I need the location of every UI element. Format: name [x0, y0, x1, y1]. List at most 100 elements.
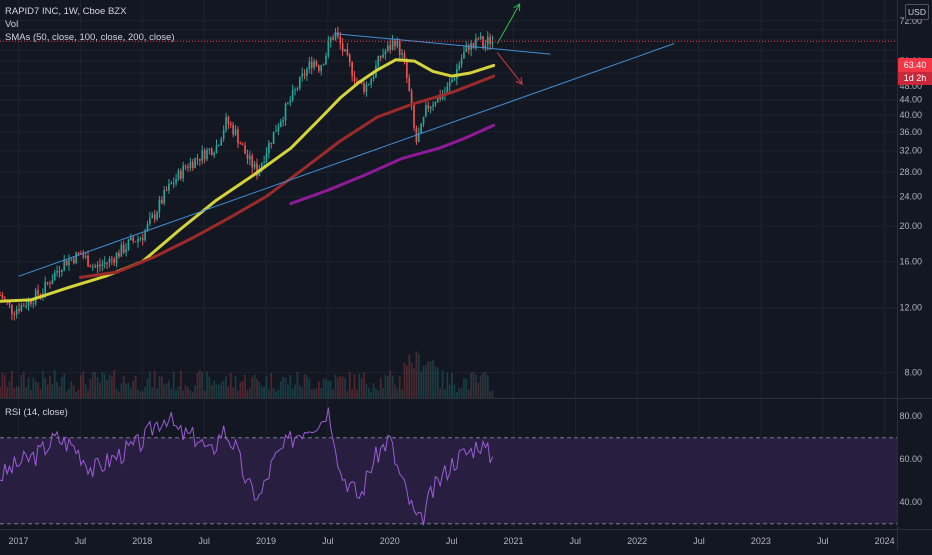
- volume-bar-20: [46, 384, 49, 398]
- time-tick-label: Jul: [570, 536, 582, 546]
- candle-body-132: [313, 61, 315, 68]
- volume-bar-173: [410, 362, 413, 398]
- volume-bar-90: [213, 380, 215, 398]
- volume-bar-80: [189, 389, 192, 398]
- volume-bar-121: [287, 384, 289, 398]
- price-tick-label: 16.00: [899, 257, 922, 267]
- candle-body-180: [427, 105, 430, 109]
- candle-body-70: [165, 189, 168, 191]
- price-tick-label: 12.00: [899, 303, 922, 313]
- arrow-down[interactable]: [496, 52, 523, 85]
- candle-body-126: [298, 76, 301, 89]
- rsi-pane[interactable]: 40.00 60.00 80.00: [0, 407, 922, 526]
- volume-bar-92: [218, 384, 220, 398]
- candle-body-199: [472, 42, 475, 49]
- volume-bar-195: [463, 378, 465, 398]
- volume-bar-86: [203, 390, 206, 398]
- volume-bar-49: [115, 388, 118, 398]
- volume-bar-100: [237, 390, 239, 398]
- volume-bar-38: [89, 378, 92, 398]
- candle-body-4: [8, 301, 11, 305]
- candle-body-28: [65, 260, 68, 266]
- currency-button[interactable]: USD: [905, 4, 929, 20]
- candle-body-140: [332, 37, 334, 40]
- candle-body-181: [429, 106, 432, 109]
- volume-bar-203: [482, 372, 484, 398]
- volume-bar-202: [479, 375, 482, 398]
- candle-body-89: [210, 148, 213, 155]
- rsi-legend[interactable]: RSI (14, close): [5, 407, 68, 418]
- candle-body-163: [386, 45, 389, 52]
- arrow-up[interactable]: [496, 3, 521, 44]
- time-tick-label: 2022: [627, 536, 647, 546]
- candle-body-31: [72, 258, 75, 264]
- candle-body-124: [294, 89, 296, 91]
- candle-body-189: [448, 82, 451, 87]
- trendline-1[interactable]: [334, 33, 551, 55]
- volume-bar-4: [8, 381, 11, 398]
- rsi-tick-label: 60.00: [899, 454, 922, 464]
- candle-body-150: [356, 81, 358, 83]
- candle-body-174: [413, 104, 415, 128]
- volume-legend[interactable]: Vol: [5, 19, 19, 30]
- candle-body-38: [89, 266, 92, 268]
- candle-body-179: [425, 105, 427, 117]
- trendline-2[interactable]: [18, 43, 675, 277]
- volume-bar-206: [489, 391, 491, 398]
- volume-bar-172: [408, 354, 411, 398]
- candle-body-80: [189, 161, 192, 169]
- candle-body-24: [56, 270, 58, 273]
- price-tick-label: 20.00: [899, 221, 922, 231]
- symbol-title[interactable]: RAPID7 INC, 1W, Cboe BZX: [5, 6, 127, 17]
- candle-body-117: [277, 126, 280, 132]
- candle-body-134: [317, 65, 320, 72]
- volume-bar-55: [130, 388, 132, 398]
- volume-bar-148: [351, 389, 353, 398]
- candle-body-49: [115, 252, 118, 263]
- candle-body-97: [229, 124, 232, 126]
- price-tick-label: 40.00: [899, 110, 922, 120]
- candle-body-64: [151, 214, 154, 218]
- candle-body-71: [168, 183, 170, 191]
- candle-body-72: [170, 183, 173, 185]
- volume-bar-140: [332, 389, 334, 398]
- candle-body-110: [260, 162, 263, 170]
- volume-bar-204: [484, 371, 487, 398]
- volume-bar-9: [20, 374, 23, 398]
- volume-bar-48: [113, 370, 116, 398]
- volume-bar-135: [320, 388, 323, 398]
- volume-bar-149: [353, 374, 356, 398]
- candle-body-65: [153, 214, 156, 220]
- candle-body-53: [125, 248, 127, 253]
- candle-body-101: [239, 143, 242, 145]
- candle-body-147: [348, 54, 351, 63]
- volume-bar-56: [132, 380, 135, 398]
- candle-body-169: [401, 53, 403, 55]
- candle-body-18: [41, 293, 44, 296]
- sma-legend[interactable]: SMAs (50, close, 100, close, 200, close): [5, 32, 175, 43]
- rsi-tick-label: 80.00: [899, 411, 922, 421]
- candle-body-125: [296, 88, 299, 90]
- candle-body-160: [379, 56, 382, 58]
- volume-bar-112: [265, 376, 268, 398]
- volume-bar-31: [72, 385, 75, 398]
- volume-bar-83: [196, 372, 199, 398]
- candle-body-52: [122, 244, 125, 253]
- candle-body-106: [251, 155, 254, 168]
- volume-bar-163: [386, 375, 389, 398]
- volume-bar-40: [94, 372, 97, 398]
- volume-bar-6: [13, 387, 16, 398]
- candle-body-143: [339, 36, 342, 44]
- candle-body-39: [91, 266, 94, 268]
- time-axis[interactable]: 2017 Jul 2018 Jul 2019 Jul 2020 Jul 2021 Jul 2022 J…: [9, 536, 895, 546]
- volume-bar-137: [325, 378, 327, 398]
- volume-bar-127: [301, 387, 304, 398]
- volume-bar-199: [472, 371, 475, 398]
- candle-body-207: [491, 41, 494, 44]
- volume-bar-145: [344, 377, 346, 398]
- volume-bar-23: [53, 370, 56, 398]
- candle-body-161: [382, 54, 384, 58]
- volume-bar-81: [191, 391, 194, 398]
